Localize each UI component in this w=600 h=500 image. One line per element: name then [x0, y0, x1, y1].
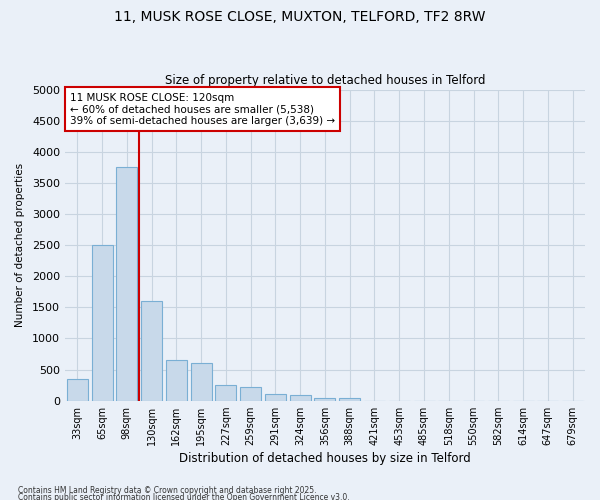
Text: Contains public sector information licensed under the Open Government Licence v3: Contains public sector information licen… — [18, 494, 350, 500]
Bar — [240, 387, 261, 400]
Bar — [67, 379, 88, 400]
X-axis label: Distribution of detached houses by size in Telford: Distribution of detached houses by size … — [179, 452, 471, 465]
Bar — [290, 395, 311, 400]
Title: Size of property relative to detached houses in Telford: Size of property relative to detached ho… — [165, 74, 485, 87]
Bar — [314, 398, 335, 400]
Text: 11, MUSK ROSE CLOSE, MUXTON, TELFORD, TF2 8RW: 11, MUSK ROSE CLOSE, MUXTON, TELFORD, TF… — [114, 10, 486, 24]
Text: 11 MUSK ROSE CLOSE: 120sqm
← 60% of detached houses are smaller (5,538)
39% of s: 11 MUSK ROSE CLOSE: 120sqm ← 60% of deta… — [70, 92, 335, 126]
Bar — [116, 168, 137, 400]
Bar — [191, 364, 212, 401]
Bar — [166, 360, 187, 401]
Bar — [92, 245, 113, 400]
Y-axis label: Number of detached properties: Number of detached properties — [15, 163, 25, 327]
Bar — [265, 394, 286, 400]
Bar — [141, 301, 162, 400]
Bar — [339, 398, 360, 400]
Bar — [215, 385, 236, 400]
Text: Contains HM Land Registry data © Crown copyright and database right 2025.: Contains HM Land Registry data © Crown c… — [18, 486, 317, 495]
